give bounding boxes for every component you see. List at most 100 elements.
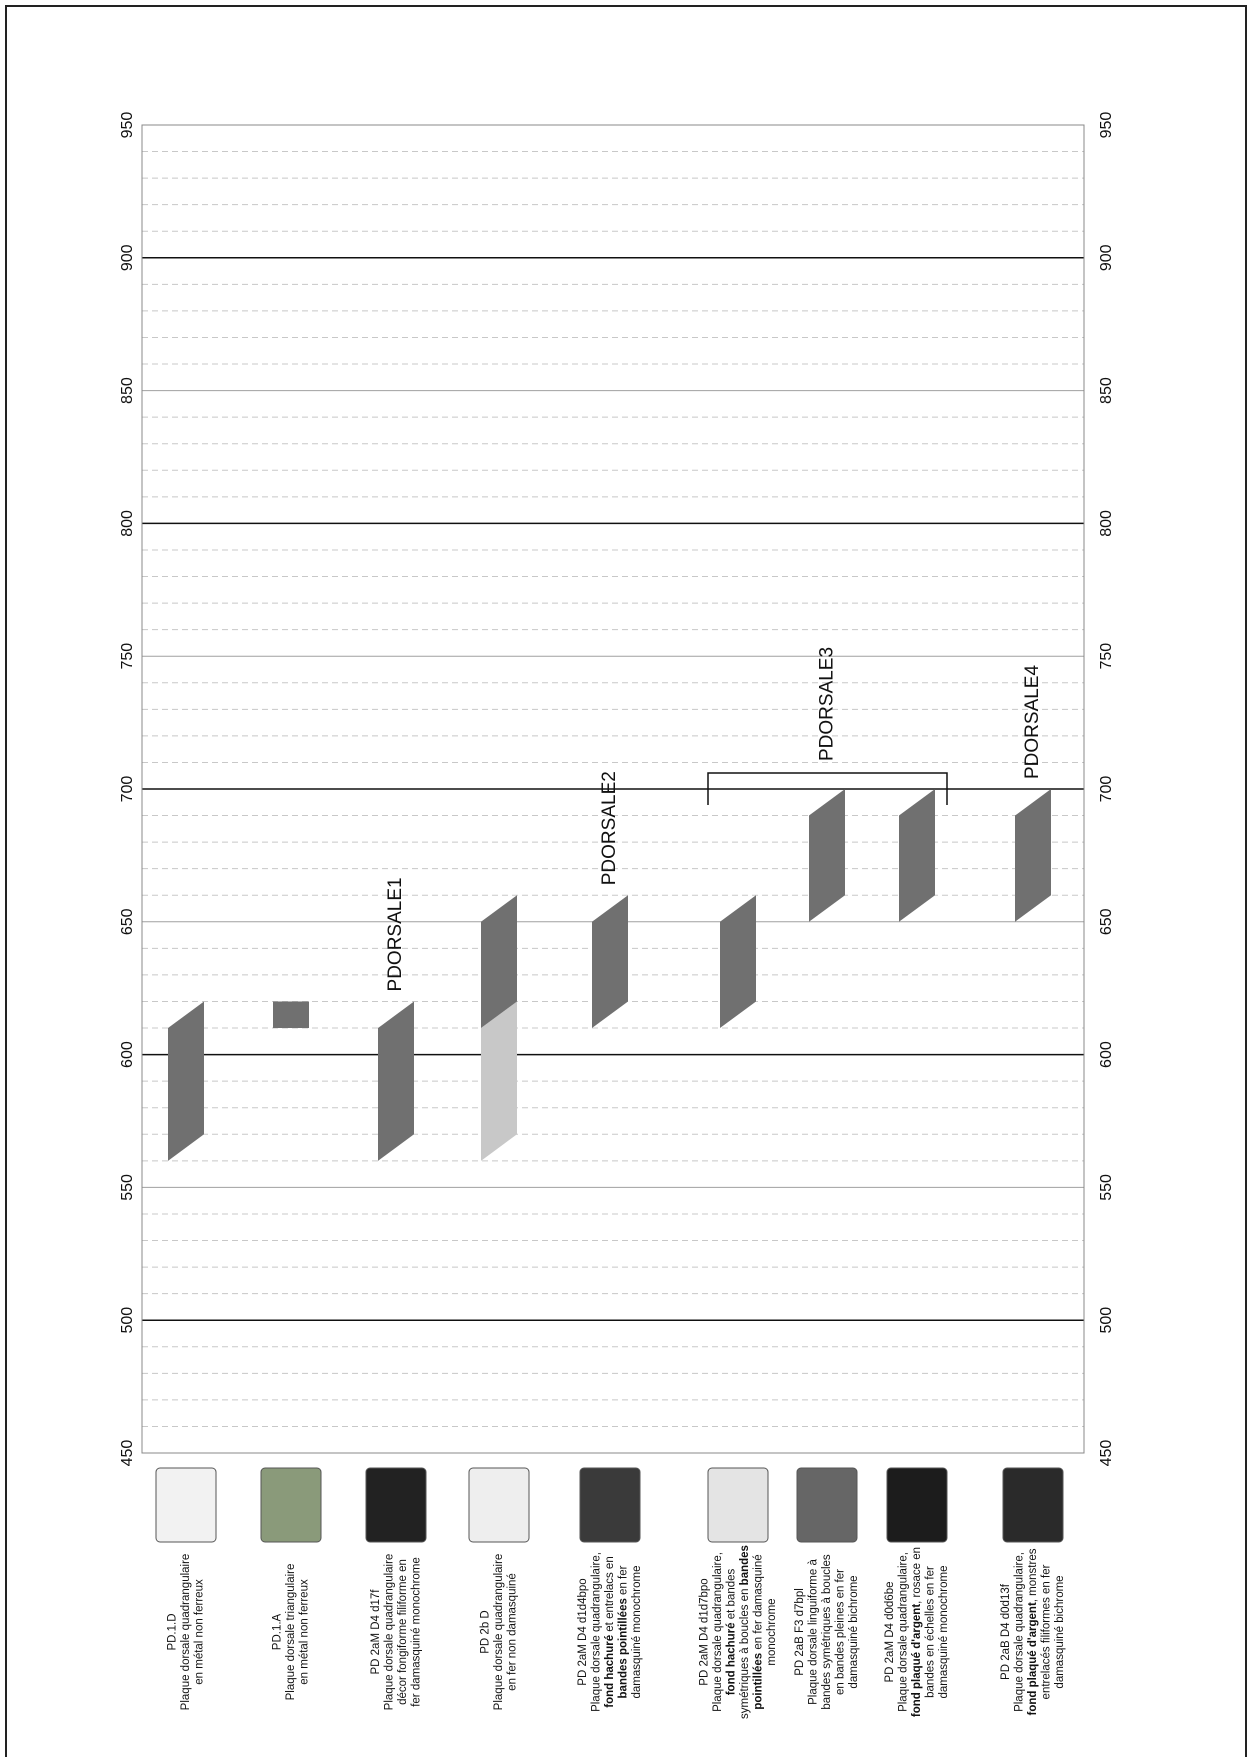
y-tick-label-right: 900 xyxy=(1098,244,1115,271)
item-label: Plaque dorsale quadrangulaire, xyxy=(591,1552,603,1712)
item-label-run: fond plaqué d'argent xyxy=(1027,1602,1039,1715)
y-tick-label-right: 550 xyxy=(1098,1174,1115,1201)
range-bar xyxy=(168,1001,204,1161)
y-tick-label: 500 xyxy=(119,1307,136,1334)
range-bar xyxy=(809,789,845,922)
item-label: en métal non ferreux xyxy=(299,1579,311,1685)
item-label: PD 2aM D4 d17f xyxy=(370,1589,382,1675)
item-label-run: , rosace en xyxy=(911,1547,923,1604)
item-label-run: symétriques à boucles en xyxy=(739,1585,751,1719)
item-label: pointillées en fer damasquiné xyxy=(752,1554,764,1709)
thumbnail xyxy=(468,1467,530,1543)
thumbnail xyxy=(1002,1467,1064,1543)
item-label: fond hachuré et bandes xyxy=(725,1568,737,1695)
item-label: damasquiné monochrome xyxy=(631,1566,643,1699)
item-label: PD 2aB D4 d0d13f xyxy=(1000,1583,1012,1680)
range-bar xyxy=(273,1001,309,1029)
item-label: Plaque dorsale quadrangulaire, xyxy=(1014,1552,1026,1712)
item-label: fond hachuré et entrelacs en xyxy=(604,1556,616,1707)
y-tick-label: 550 xyxy=(119,1174,136,1201)
thumbnail xyxy=(260,1467,322,1543)
range-bar xyxy=(592,895,628,1029)
item-label: Plaque dorsale quadrangulaire xyxy=(493,1554,505,1711)
item-label-run: et bandes xyxy=(725,1568,737,1622)
item-label: damasquiné monochrome xyxy=(938,1566,950,1699)
item-label: bandes pointillées en fer xyxy=(618,1565,630,1698)
item-label: PD.1.D xyxy=(167,1613,179,1650)
y-tick-label: 750 xyxy=(119,643,136,670)
group-label: PDORSALE2 xyxy=(599,771,620,885)
item-label: en fer non damasquiné xyxy=(507,1573,519,1691)
plot-border xyxy=(141,124,1085,1454)
item-label: Plaque dorsale triangulaire xyxy=(285,1564,297,1701)
item-label: fond plaqué d'argent, rosace en xyxy=(911,1547,923,1717)
item-label: PD 2b D xyxy=(480,1610,492,1653)
item-label: PD 2aM D4 d0d6be xyxy=(884,1581,896,1682)
y-tick-label: 600 xyxy=(119,1041,136,1068)
item-label: bandes symétriques à boucles xyxy=(821,1554,833,1710)
item-label: Plaque dorsale linguiforme à xyxy=(808,1559,820,1705)
item-label-run: bandes pointillées xyxy=(618,1598,630,1698)
group-label: PDORSALE4 xyxy=(1022,665,1043,779)
y-tick-label: 950 xyxy=(119,112,136,139)
thumbnail xyxy=(707,1467,769,1543)
item-label: Plaque dorsale quadrangulaire xyxy=(383,1554,395,1711)
range-bar xyxy=(481,1001,517,1161)
item-label-run: pointillées xyxy=(752,1653,764,1710)
group-bracket xyxy=(707,772,948,805)
item-label: Plaque dorsale quadrangulaire, xyxy=(712,1552,724,1712)
item-label: Plaque dorsale quadrangulaire, xyxy=(898,1552,910,1712)
group-label: PDORSALE3 xyxy=(817,647,838,761)
item-label-run: en fer xyxy=(618,1565,630,1598)
item-label: PD 2aB F3 d7bpl xyxy=(794,1588,806,1676)
range-bar xyxy=(481,895,517,1029)
item-label-run: en fer damasquiné xyxy=(752,1554,764,1652)
item-label: Plaque dorsale quadrangulaire xyxy=(180,1554,192,1711)
y-tick-label-right: 950 xyxy=(1098,112,1115,139)
thumbnail xyxy=(886,1467,948,1543)
item-label: damasquiné bichrome xyxy=(1054,1575,1066,1688)
y-tick-label: 800 xyxy=(119,510,136,537)
item-label: monochrome xyxy=(766,1598,778,1665)
y-tick-label: 900 xyxy=(119,244,136,271)
item-label: en métal non ferreux xyxy=(194,1579,206,1685)
item-label: PD 2aM D4 d1d4bpo xyxy=(577,1578,589,1685)
y-tick-label-right: 750 xyxy=(1098,643,1115,670)
item-label-run: et entrelacs en xyxy=(604,1556,616,1635)
item-label: entrelacés filiformes en fer xyxy=(1041,1564,1053,1699)
item-label-run: fond plaqué d'argent xyxy=(911,1604,923,1717)
item-label: damasquiné bichrome xyxy=(848,1575,860,1688)
item-label: symétriques à boucles en bandes xyxy=(739,1545,751,1719)
item-label: décor fongiforme filiforme en xyxy=(397,1559,409,1705)
group-label: PDORSALE1 xyxy=(385,877,406,991)
thumbnail xyxy=(579,1467,641,1543)
item-label: bandes en échelles en fer xyxy=(925,1566,937,1698)
y-tick-label: 450 xyxy=(119,1440,136,1467)
y-tick-label-right: 650 xyxy=(1098,908,1115,935)
thumbnail xyxy=(155,1467,217,1543)
thumbnail xyxy=(365,1467,427,1543)
y-tick-label-right: 850 xyxy=(1098,377,1115,404)
y-tick-label-right: 800 xyxy=(1098,510,1115,537)
y-tick-label-right: 700 xyxy=(1098,776,1115,803)
y-tick-label: 850 xyxy=(119,377,136,404)
range-bar xyxy=(378,1001,414,1161)
item-label: fond plaqué d'argent, monstres xyxy=(1027,1548,1039,1715)
item-label-run: fond hachuré xyxy=(725,1622,737,1695)
range-bar xyxy=(720,895,756,1029)
range-bar xyxy=(899,789,935,922)
y-tick-label: 650 xyxy=(119,908,136,935)
y-tick-label-right: 600 xyxy=(1098,1041,1115,1068)
frame xyxy=(5,5,1247,1757)
y-tick-label: 700 xyxy=(119,776,136,803)
item-label: fer damasquiné monochrome xyxy=(410,1557,422,1707)
item-label: PD.1.A xyxy=(272,1613,284,1650)
item-label: en bandes pleines en fer xyxy=(835,1569,847,1695)
thumbnail xyxy=(796,1467,858,1543)
range-bar xyxy=(1015,789,1051,922)
item-label-run: , monstres xyxy=(1027,1548,1039,1602)
item-label: PD 2aM D4 d1d7bpo xyxy=(698,1578,710,1685)
item-label-run: bandes xyxy=(739,1545,751,1585)
y-tick-label-right: 500 xyxy=(1098,1307,1115,1334)
